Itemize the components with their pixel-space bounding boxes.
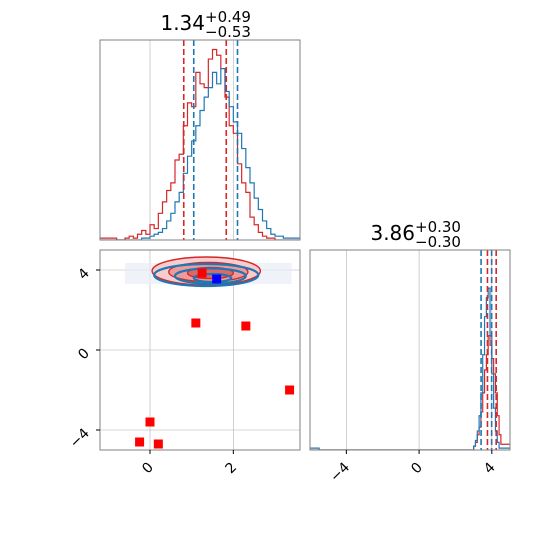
scatter-xtick-label-0: 0 bbox=[139, 460, 157, 478]
hist-p2-title-lower-error: −0.30 bbox=[415, 233, 461, 251]
hist-p2-xtick-label-2: 4 bbox=[481, 459, 499, 477]
hist-p1-title-upper-error: +0.49 bbox=[205, 8, 251, 26]
blue-contour-1 bbox=[173, 267, 247, 285]
red-point-2 bbox=[285, 385, 295, 395]
hist-p2-xtick-label-0: −4 bbox=[327, 459, 353, 485]
scatter-plot-area bbox=[100, 250, 300, 450]
hist-p2-frame bbox=[309, 249, 511, 451]
blue-contour-0 bbox=[153, 262, 260, 288]
scatter-ytick-label-2: 4 bbox=[75, 265, 93, 283]
red-point-1 bbox=[241, 321, 251, 331]
hist-p1-title-lower-error: −0.53 bbox=[205, 23, 251, 41]
scatter-ytick-label-1: 0 bbox=[75, 346, 93, 364]
hist-p2-title-value: 3.86 bbox=[370, 221, 415, 245]
hist-p2-title-upper-error: +0.30 bbox=[415, 218, 461, 236]
hist-p1-hist-blue bbox=[100, 67, 300, 240]
hist-p2-hist-red bbox=[310, 335, 510, 450]
red-point-4 bbox=[135, 437, 145, 447]
red-point-5 bbox=[153, 439, 163, 449]
red-point-6 bbox=[197, 268, 207, 278]
blue-point-0 bbox=[212, 274, 222, 284]
hist-p1-frame bbox=[99, 39, 301, 241]
hist-p1-plot-area bbox=[100, 40, 300, 240]
red-point-3 bbox=[145, 417, 155, 427]
hist-p1-hist-red bbox=[100, 48, 300, 240]
scatter-xtick-label-1: 2 bbox=[223, 460, 241, 478]
hist-p2-hist-blue bbox=[310, 287, 510, 450]
hist-p2-plot-area bbox=[310, 250, 510, 450]
red-point-0 bbox=[191, 318, 201, 328]
hist-p1-title: 1.34 bbox=[160, 11, 205, 35]
hist-p1-title-value: 1.34 bbox=[160, 11, 205, 35]
scatter-ytick-label-0: −4 bbox=[67, 425, 93, 451]
hist-p2-title: 3.86 bbox=[370, 221, 415, 245]
hist-p2-xtick-label-1: 0 bbox=[408, 460, 426, 478]
